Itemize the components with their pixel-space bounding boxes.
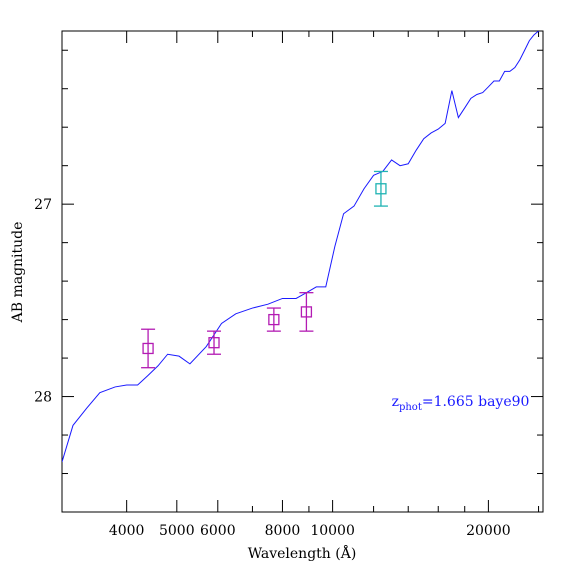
y-tick-label: 28	[34, 390, 52, 406]
x-axis-title: Wavelength (Å)	[248, 544, 357, 562]
plot-frame	[61, 30, 544, 513]
y-axis-title: AB magnitude	[10, 222, 26, 324]
data-point-marker	[208, 337, 220, 349]
x-tick-label: 4000	[109, 523, 145, 539]
x-tick-label: 8000	[265, 523, 301, 539]
axis-ticks	[61, 31, 543, 512]
tick-labels: 4000 5000 6000 8000 10000 20000 27 28	[34, 197, 510, 539]
y-tick-label: 27	[34, 197, 52, 213]
annotation-text: =1.665 baye90	[422, 394, 530, 410]
data-point-marker	[300, 306, 313, 318]
annotation-subscript: phot	[399, 402, 422, 413]
photometry-point	[141, 328, 156, 369]
x-tick-label: 6000	[200, 523, 236, 539]
photometry-point	[207, 330, 222, 355]
sed-template-line	[62, 31, 540, 463]
x-tick-label: 20000	[466, 523, 511, 539]
x-tick-label: 10000	[310, 523, 355, 539]
x-tick-label: 5000	[159, 523, 195, 539]
photometry-point	[299, 292, 314, 332]
photometry-point	[373, 170, 388, 207]
photo-z-annotation: zphot=1.665 baye90	[392, 394, 530, 413]
annotation-prefix: z	[392, 394, 399, 410]
data-series	[62, 31, 540, 463]
data-point-marker	[375, 183, 387, 195]
plot-border	[61, 30, 544, 513]
data-point-marker	[268, 313, 280, 326]
photometry-point	[266, 307, 281, 332]
data-point-marker	[142, 342, 154, 355]
